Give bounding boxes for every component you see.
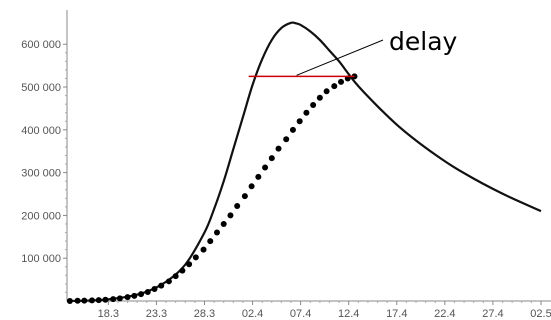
x-tick-label: 12.4 [338,308,359,320]
x-tick-label: 27.4 [482,308,503,320]
series-point [116,295,123,302]
x-tick-label: 02.5 [530,308,551,320]
series-point [158,282,165,289]
series-point [220,220,227,227]
series-point [186,261,193,268]
series-point [227,212,234,219]
series-point [172,273,179,280]
series-point [81,297,88,304]
series-point [303,109,310,116]
series-point [310,102,317,109]
x-tick-labels: 18.3 23.3 28.3 02.4 07.4 12.4 17.4 22.4 27.4 02.5 [98,308,551,320]
y-tick-label: 300 000 [21,168,61,180]
x-tick-label: 02.4 [242,308,263,320]
series-point [179,267,186,274]
series-point [138,291,145,298]
series-point [124,294,131,301]
series-point [283,136,290,143]
annotation-layer: delay [248,27,458,78]
x-tick-label: 07.4 [290,308,311,320]
y-tick-label: 400 000 [21,125,61,137]
series-point [102,296,109,303]
series-point [200,246,207,253]
series-point [213,229,220,236]
x-tick-label: 17.4 [386,308,407,320]
y-tick-label: 600 000 [21,39,61,51]
series-line-0 [66,21,542,303]
series-point [131,292,138,299]
series-point [207,238,214,245]
series-point [192,254,199,261]
series-point [289,126,296,133]
y-tick-label: 500 000 [21,82,61,94]
series-point [66,298,73,304]
x-tick-label: 23.3 [146,308,167,320]
series-point [275,145,282,152]
series-point [110,296,117,303]
series-point [151,286,158,293]
series-point [331,83,338,90]
series-layer [66,21,542,304]
x-tick-label: 18.3 [98,308,119,320]
series-point [234,202,241,209]
delay-label: delay [389,27,458,56]
delay-pointer-line [296,39,384,76]
series-point [248,183,255,190]
y-tick-label: 200 000 [21,210,61,222]
series-point [144,289,151,296]
series-point [268,155,275,162]
series-point [255,173,262,180]
x-tick-label: 28.3 [194,308,215,320]
series-point [165,278,172,285]
series-point [241,193,248,200]
series-point [323,88,330,95]
x-tick-label: 22.4 [434,308,455,320]
series-point [316,94,323,101]
series-point [88,297,95,304]
series-point [95,297,102,304]
series-point [296,118,303,125]
series-point [262,164,269,171]
series-point [338,78,345,85]
y-tick-labels: 100 000 200 000 300 000 400 000 500 000 600 0… [21,39,61,265]
series-point [74,297,81,304]
axes [63,10,551,305]
y-tick-label: 100 000 [21,253,61,265]
